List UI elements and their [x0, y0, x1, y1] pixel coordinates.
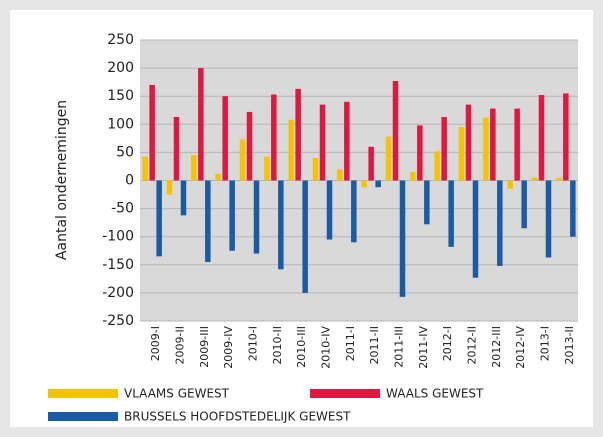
y-tick-label: -150 [102, 257, 134, 273]
bar [434, 151, 440, 181]
bar [472, 180, 479, 278]
x-tick-label: 2011-II [368, 326, 381, 364]
bar [410, 172, 416, 181]
x-tick-label: 2012-III [490, 326, 503, 368]
bar [361, 180, 367, 188]
bar [344, 101, 350, 181]
bar [215, 173, 221, 181]
bar [490, 108, 496, 181]
y-tick-label: 150 [107, 88, 134, 104]
bar [570, 180, 576, 237]
x-tick-label: 2010-I [247, 326, 260, 361]
bar [222, 96, 228, 181]
bar [326, 180, 333, 240]
bar [229, 180, 235, 251]
bar [483, 117, 489, 181]
x-tick-label: 2012-I [441, 326, 454, 361]
y-tick-label: 0 [125, 173, 134, 189]
bar [545, 180, 552, 258]
bar [563, 93, 569, 181]
x-tick-label: 2010-III [295, 326, 308, 368]
x-tick-label: 2011-III [393, 326, 406, 368]
bar [556, 177, 562, 181]
x-tick-label: 2012-IV [514, 326, 527, 369]
bar [166, 180, 173, 195]
legend-label: VLAAMS GEWEST [124, 387, 230, 401]
legend-swatch [48, 389, 118, 398]
bar [399, 180, 406, 297]
y-tick-label: 200 [107, 60, 134, 76]
bar [424, 180, 430, 225]
legend-swatch [48, 412, 118, 421]
x-tick-label: 2013-I [539, 326, 552, 361]
y-tick-label: 100 [107, 116, 134, 132]
y-axis-label: Aantal ondernemingen [54, 100, 70, 260]
bar [417, 125, 423, 181]
x-tick-label: 2011-IV [417, 326, 430, 369]
bar [531, 177, 538, 181]
bar [337, 169, 343, 181]
bar [149, 84, 155, 181]
bar [246, 111, 253, 181]
y-tick-label: -100 [102, 229, 134, 245]
bar [392, 81, 399, 181]
x-tick-label: 2009-III [198, 326, 211, 368]
bar [278, 180, 284, 270]
bar [180, 180, 187, 216]
x-tick-label: 2010-IV [320, 326, 333, 369]
bar [156, 180, 162, 257]
y-tick-label: 50 [116, 144, 134, 160]
bar [319, 104, 326, 181]
bar [375, 180, 381, 188]
bar [507, 180, 513, 189]
bar [239, 139, 246, 181]
legend-label: WAALS GEWEST [386, 387, 484, 401]
bar [441, 116, 447, 181]
bar [458, 127, 465, 181]
legend-label: BRUSSELS HOOFDSTEDELIJK GEWEST [124, 410, 351, 424]
bar [191, 155, 197, 181]
y-tick-label: -250 [102, 313, 134, 329]
bar [271, 94, 277, 181]
x-tick-label: 2009-I [149, 326, 162, 361]
bar [385, 136, 392, 181]
x-tick-label: 2012-II [466, 326, 479, 364]
bar [295, 88, 301, 181]
x-tick-label: 2011-I [344, 326, 357, 361]
bar [264, 156, 270, 181]
bar [514, 108, 520, 181]
x-tick-label: 2010-II [271, 326, 284, 364]
x-tick-label: 2013-II [563, 326, 576, 364]
bar [465, 104, 472, 181]
bar [253, 180, 260, 254]
y-tick-label: -200 [102, 285, 134, 301]
bar [351, 180, 357, 243]
bar [288, 119, 294, 181]
bar [302, 180, 308, 293]
bar [142, 156, 148, 181]
bar [538, 95, 545, 181]
legend-swatch [310, 389, 380, 398]
bar [173, 116, 180, 181]
bar [497, 180, 503, 266]
y-tick-label: -50 [111, 201, 134, 217]
bar [448, 180, 454, 247]
x-tick-label: 2009-IV [222, 326, 235, 369]
x-tick-label: 2009-II [174, 326, 187, 364]
bar [312, 158, 319, 181]
bar [205, 180, 211, 262]
bar [198, 68, 204, 181]
bar [368, 146, 374, 181]
bar [521, 180, 527, 229]
y-tick-label: 250 [107, 32, 134, 48]
